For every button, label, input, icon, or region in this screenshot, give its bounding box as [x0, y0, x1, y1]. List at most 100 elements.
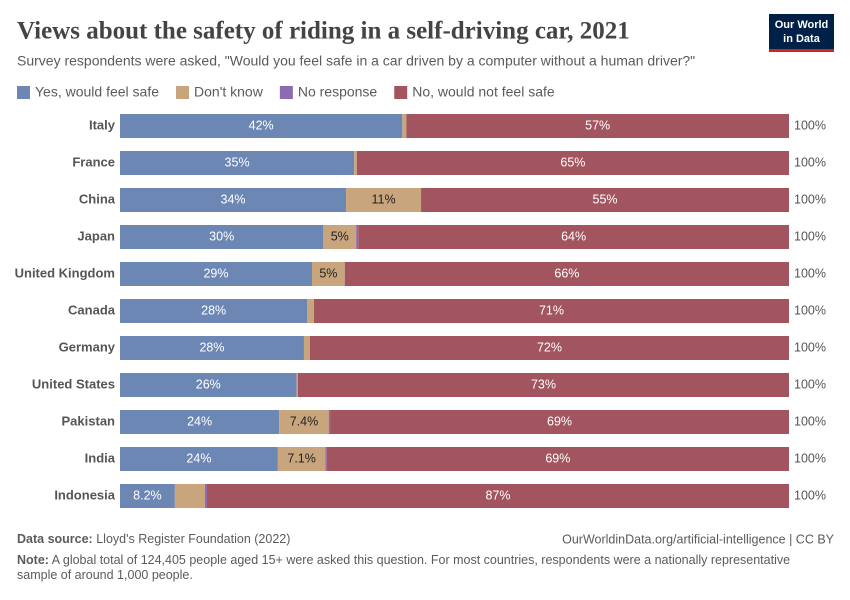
bar-segment	[296, 373, 298, 397]
value-label: 7.1%	[287, 451, 316, 465]
bar-segment	[344, 262, 789, 286]
value-label: 69%	[547, 414, 572, 428]
value-label: 24%	[187, 414, 212, 428]
url: OurWorldinData.org/artificial-intelligen…	[562, 532, 835, 546]
value-label: 5%	[319, 266, 337, 280]
source: Data source: Lloyd's Register Foundation…	[17, 532, 290, 546]
source-text: Lloyd's Register Foundation (2022)	[96, 532, 290, 546]
value-label: 72%	[537, 340, 562, 354]
legend-label: Don't know	[194, 84, 264, 100]
legend-label: No response	[298, 84, 378, 100]
bar-segment	[206, 484, 790, 508]
category-label: United Kingdom	[15, 265, 115, 280]
value-label: 29%	[203, 266, 228, 280]
total-label: 100%	[794, 266, 826, 280]
bar-segment	[309, 336, 789, 360]
bar-segment	[120, 262, 313, 286]
value-label: 35%	[225, 155, 250, 169]
bar-segment	[279, 410, 329, 434]
value-label: 42%	[249, 118, 274, 132]
value-label: 73%	[531, 377, 556, 391]
legend-label: No, would not feel safe	[412, 84, 555, 100]
logo-text: Our World	[775, 19, 829, 31]
bar-segment	[307, 299, 315, 323]
bar-segment	[120, 114, 403, 138]
category-label: Japan	[77, 228, 115, 243]
bar-segment	[328, 410, 331, 434]
value-label: 7.4%	[290, 414, 319, 428]
value-label: 30%	[209, 229, 234, 243]
legend-swatch	[394, 86, 408, 99]
value-label: 8.2%	[133, 488, 162, 502]
bar-segment	[354, 151, 357, 175]
bar-segment	[120, 299, 308, 323]
total-label: 100%	[794, 155, 826, 169]
bar-segment	[312, 262, 345, 286]
category-label: Indonesia	[54, 487, 115, 502]
total-label: 100%	[794, 303, 826, 317]
bar-segment	[358, 225, 789, 249]
category-label: France	[72, 154, 115, 169]
note-label: Note:	[17, 553, 49, 567]
total-label: 100%	[794, 414, 826, 428]
chart-subtitle: Survey respondents were asked, "Would yo…	[17, 53, 695, 69]
legend-label: Yes, would feel safe	[35, 84, 159, 100]
value-label: 26%	[196, 377, 221, 391]
bar-segment	[120, 373, 297, 397]
logo-text: in Data	[783, 33, 821, 45]
total-label: 100%	[794, 488, 826, 502]
bar-segment	[314, 299, 789, 323]
bar-segment	[120, 151, 355, 175]
source-label: Data source:	[17, 532, 93, 546]
bar-segment	[421, 188, 789, 212]
total-label: 100%	[794, 340, 826, 354]
category-label: Germany	[59, 339, 116, 354]
value-label: 11%	[372, 192, 396, 206]
category-label: United States	[32, 376, 115, 391]
logo-underline	[769, 49, 834, 52]
bar-segment	[120, 484, 175, 508]
bar-segment	[120, 225, 324, 249]
bar-segment	[356, 151, 789, 175]
logo-box	[769, 14, 834, 51]
value-label: 66%	[554, 266, 579, 280]
value-label: 69%	[545, 451, 570, 465]
total-label: 100%	[794, 229, 826, 243]
value-label: 34%	[221, 192, 246, 206]
total-label: 100%	[794, 377, 826, 391]
legend-swatch	[279, 86, 293, 99]
value-label: 87%	[485, 488, 510, 502]
bar-segment	[326, 447, 789, 471]
category-label: Pakistan	[62, 413, 116, 428]
category-label: Canada	[68, 302, 116, 317]
bar-segment	[303, 336, 310, 360]
bar-segment	[120, 336, 304, 360]
bar-segment	[323, 225, 357, 249]
value-label: 55%	[593, 192, 618, 206]
category-label: China	[79, 191, 116, 206]
bar-segment	[402, 114, 407, 138]
legend-swatch	[17, 86, 30, 99]
bar-segment	[174, 484, 205, 508]
value-label: 28%	[199, 340, 224, 354]
bar-segment	[204, 484, 207, 508]
bar-segment	[297, 373, 789, 397]
total-label: 100%	[794, 192, 826, 206]
bar-segment	[325, 447, 327, 471]
value-label: 65%	[560, 155, 585, 169]
bar-segment	[356, 225, 359, 249]
total-label: 100%	[794, 118, 826, 132]
legend-swatch	[176, 86, 190, 99]
value-label: 57%	[585, 118, 610, 132]
total-label: 100%	[794, 451, 826, 465]
value-label: 71%	[539, 303, 564, 317]
note-text: A global total of 124,405 people aged 15…	[17, 553, 791, 582]
category-label: Italy	[89, 117, 116, 132]
note: Note: A global total of 124,405 people a…	[17, 553, 817, 583]
bar-segment	[120, 447, 278, 471]
bar-segment	[277, 447, 326, 471]
category-label: India	[85, 450, 116, 465]
value-label: 5%	[331, 229, 349, 243]
